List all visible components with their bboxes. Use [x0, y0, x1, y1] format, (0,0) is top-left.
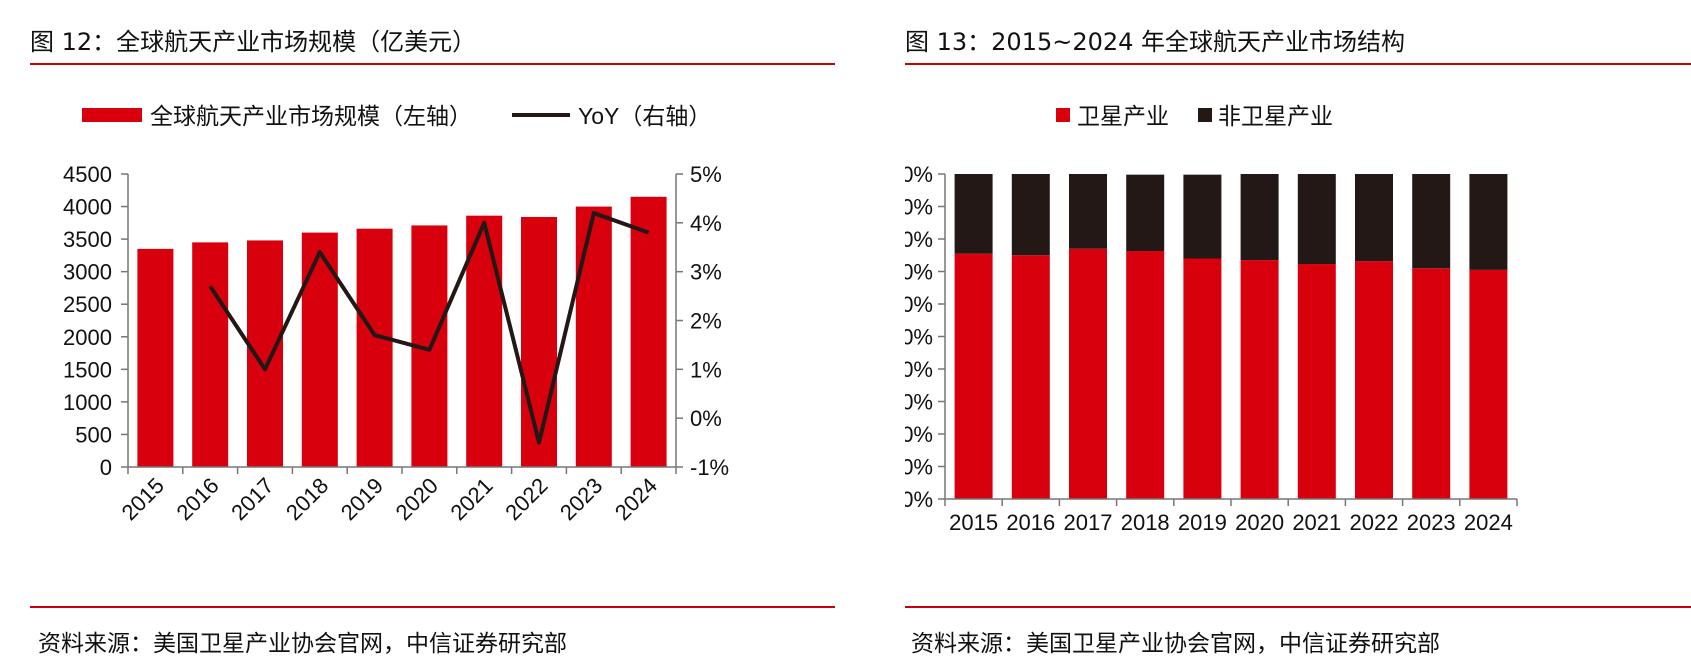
- y-tick-label: 40%: [905, 357, 933, 382]
- bar-2016: [192, 242, 229, 467]
- source-rule: [30, 606, 835, 608]
- y-tick-label: 10%: [905, 455, 933, 480]
- x-tick-label: 2018: [1121, 510, 1170, 535]
- bar-non-satellite-2015: [954, 174, 993, 254]
- y-right-tick-label: 5%: [690, 162, 722, 187]
- bar-non-satellite-2016: [1011, 174, 1050, 256]
- legend-label-non-satellite: 非卫星产业: [1218, 103, 1333, 129]
- x-tick-label: 2020: [391, 473, 443, 525]
- market-structure-chart: 卫星产业 非卫星产业 0% 10% 20% 30% 40% 50% 60% 70% 80% 90% 10…: [905, 103, 1518, 535]
- bar-satellite-2024: [1469, 269, 1508, 499]
- bar-non-satellite-2024: [1469, 174, 1508, 270]
- bar-satellite-2020: [1240, 260, 1279, 499]
- y-right-tick-label: 2%: [690, 309, 722, 334]
- title-rule: [905, 63, 1691, 65]
- legend-label-satellite: 卫星产业: [1077, 103, 1169, 129]
- x-tick-label: 2024: [610, 473, 662, 525]
- x-tick-label: 2016: [1006, 510, 1055, 535]
- bar-2021: [466, 215, 503, 467]
- y-left-tick-label: 3000: [63, 260, 112, 285]
- bar-2024: [630, 196, 667, 468]
- bar-satellite-2017: [1069, 248, 1107, 499]
- y-left-tick-label: 0: [100, 455, 112, 480]
- x-tick-label: 2015: [949, 510, 998, 535]
- x-tick-label: 2018: [281, 473, 333, 525]
- x-tick-label: 2020: [1235, 510, 1284, 535]
- x-tick-label: 2016: [171, 473, 223, 525]
- x-tick-label: 2023: [1407, 510, 1456, 535]
- x-tick-label: 2022: [1350, 510, 1399, 535]
- bar-satellite-2015: [954, 253, 993, 499]
- x-tick-label: 2019: [1178, 510, 1227, 535]
- yoy-line: [208, 211, 650, 445]
- figure-13-panel: 图 13：2015~2024 年全球航天产业市场结构 卫星产业 非卫星产业 0% 10…: [905, 0, 1691, 671]
- legend-swatch-satellite: [1056, 108, 1070, 122]
- bar-non-satellite-2021: [1297, 174, 1336, 265]
- y-tick-label: 90%: [905, 195, 933, 220]
- y-left-tick-label: 500: [75, 422, 112, 447]
- bar-2023: [575, 206, 612, 468]
- bar-2019: [356, 228, 393, 467]
- y-right-tick-label: 0%: [690, 406, 722, 431]
- y-right-tick-label: 4%: [690, 211, 722, 236]
- bar-satellite-2021: [1297, 264, 1336, 499]
- y-left-tick-label: 2000: [63, 325, 112, 350]
- source-rule: [905, 606, 1691, 608]
- y-tick-label: 100%: [905, 162, 933, 187]
- bar-satellite-2016: [1011, 255, 1050, 499]
- y-left-tick-label: 1000: [63, 390, 112, 415]
- x-tick-label: 2019: [336, 473, 388, 525]
- figure-13-source: 资料来源：美国卫星产业协会官网，中信证券研究部: [911, 631, 1440, 657]
- y-left-tick-label: 4000: [63, 195, 112, 220]
- bar-2022: [521, 216, 557, 467]
- x-tick-label: 2021: [445, 473, 497, 525]
- market-size-chart: 全球航天产业市场规模（左轴） YoY（右轴） 0 500 1000 1500 2000 250…: [63, 103, 729, 525]
- y-tick-label: 20%: [905, 422, 933, 447]
- bar-non-satellite-2023: [1412, 174, 1451, 269]
- bar-2015: [137, 248, 174, 467]
- x-tick-label: 2023: [555, 473, 607, 525]
- y-tick-label: 70%: [905, 260, 933, 285]
- bar-non-satellite-2022: [1355, 174, 1393, 262]
- x-tick-label: 2024: [1464, 510, 1513, 535]
- legend-swatch-non-satellite: [1198, 108, 1212, 122]
- bar-satellite-2023: [1412, 268, 1451, 499]
- y-right-tick-label: 3%: [690, 260, 722, 285]
- y-left-tick-label: 3500: [63, 227, 112, 252]
- title-rule: [30, 63, 835, 65]
- y-left-tick-label: 4500: [63, 162, 112, 187]
- y-tick-label: 80%: [905, 227, 933, 252]
- figure-12-panel: 图 12：全球航天产业市场规模（亿美元） 全球航天产业市场规模（左轴） YoY（右…: [0, 0, 835, 671]
- x-tick-label: 2017: [226, 473, 278, 525]
- y-tick-label: 50%: [905, 325, 933, 350]
- x-tick-label: 2022: [500, 473, 552, 525]
- y-tick-label: 0%: [905, 487, 933, 512]
- y-right-tick-label: -1%: [690, 455, 729, 480]
- x-tick-label: 2017: [1064, 510, 1113, 535]
- bar-satellite-2018: [1126, 251, 1165, 499]
- bar-non-satellite-2018: [1126, 174, 1165, 252]
- bar-satellite-2022: [1355, 261, 1393, 499]
- legend-swatch-bar: [82, 108, 142, 122]
- x-tick-label: 2015: [117, 473, 169, 525]
- y-left-tick-label: 1500: [63, 357, 112, 382]
- legend-label-line: YoY（右轴）: [578, 103, 711, 129]
- y-left-tick-label: 2500: [63, 292, 112, 317]
- figure-12-source: 资料来源：美国卫星产业协会官网，中信证券研究部: [38, 631, 567, 657]
- bar-non-satellite-2020: [1240, 174, 1279, 261]
- y-tick-label: 30%: [905, 390, 933, 415]
- figure-12-title: 图 12：全球航天产业市场规模（亿美元）: [30, 28, 477, 56]
- y-tick-label: 60%: [905, 292, 933, 317]
- bar-non-satellite-2017: [1069, 174, 1107, 249]
- y-right-tick-label: 1%: [690, 357, 722, 382]
- x-tick-label: 2021: [1292, 510, 1341, 535]
- figure-13-title: 图 13：2015~2024 年全球航天产业市场结构: [905, 28, 1406, 56]
- legend-label-bar: 全球航天产业市场规模（左轴）: [150, 103, 472, 129]
- bar-satellite-2019: [1183, 258, 1222, 499]
- bar-non-satellite-2019: [1183, 174, 1222, 259]
